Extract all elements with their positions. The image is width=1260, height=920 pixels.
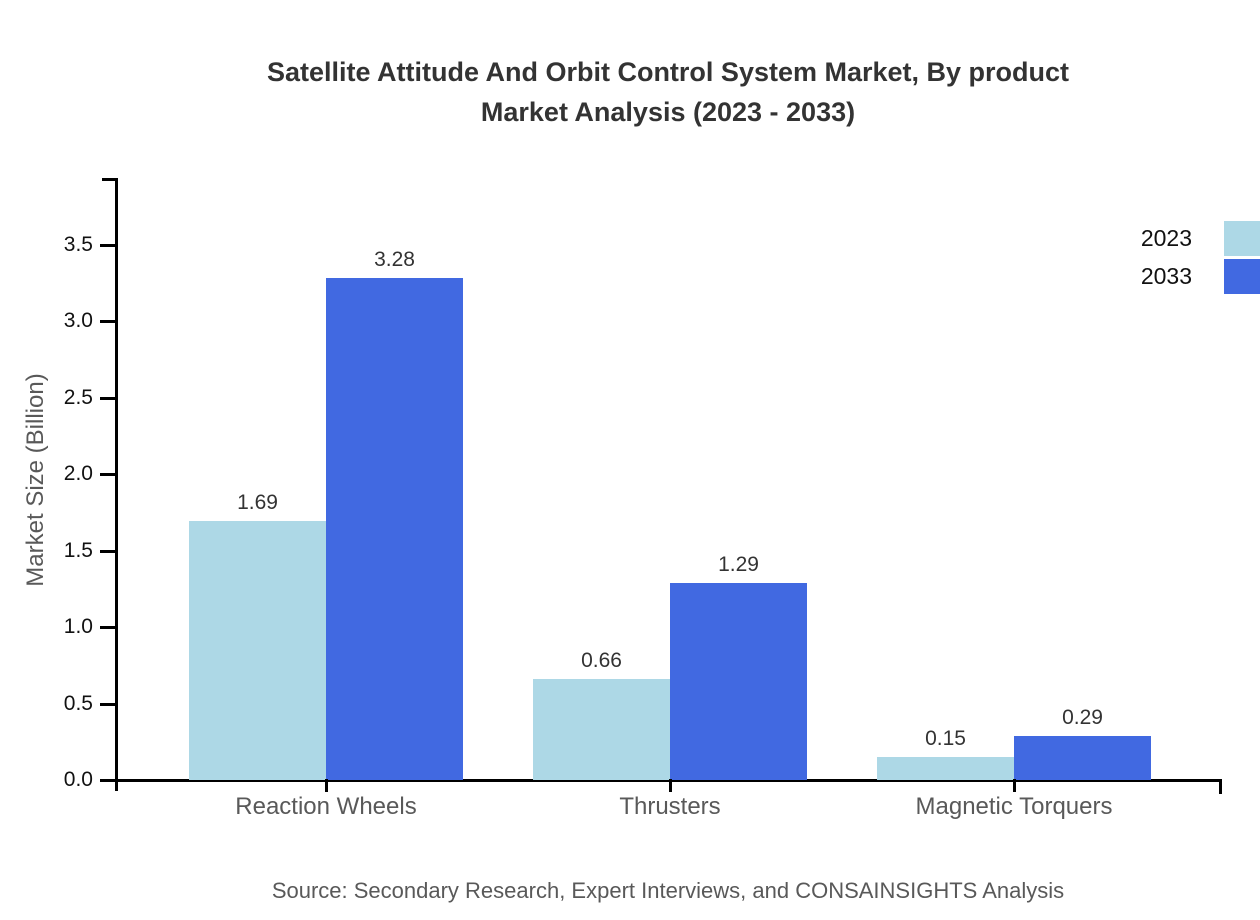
y-tick-mark <box>100 473 115 476</box>
y-tick-label: 3.0 <box>63 309 93 332</box>
y-tick-label: 0.0 <box>63 768 93 791</box>
x-axis-end-cap <box>1219 779 1222 794</box>
source-note: Source: Secondary Research, Expert Inter… <box>271 878 1065 903</box>
y-tick-mark <box>100 702 115 706</box>
y-tick-label: 1.0 <box>63 615 93 638</box>
legend-swatch-2023-icon <box>1224 221 1260 256</box>
bar-2033-reaction-wheels <box>326 278 463 780</box>
chart-title-line-1: Satellite Attitude And Orbit Control Sys… <box>266 57 1070 87</box>
y-tick-label: 3.5 <box>63 232 93 256</box>
y-axis-line <box>115 178 118 791</box>
bar-2033-thrusters <box>670 582 807 780</box>
x-tick-mark <box>669 779 672 792</box>
y-tick-mark <box>100 626 115 629</box>
y-tick-mark <box>100 549 115 553</box>
y-tick-label: 1.5 <box>63 538 93 562</box>
y-axis-top-cap <box>102 178 115 181</box>
y-tick-mark <box>100 779 115 782</box>
legend-swatch-2033-icon <box>1224 259 1260 294</box>
x-tick-mark <box>325 779 328 792</box>
chart-title-line-2: Market Analysis (2023 - 2033) <box>480 97 856 127</box>
x-category-label: Magnetic Torquers <box>915 793 1113 820</box>
y-tick-mark <box>100 396 115 400</box>
y-tick-mark <box>100 320 115 323</box>
legend-row-2033: 2033 <box>1040 259 1260 294</box>
bar-value-label: 1.69 <box>237 491 278 515</box>
legend-label-2033: 2033 <box>1140 263 1192 289</box>
bar-value-label: 3.28 <box>374 248 415 272</box>
y-tick-label: 0.5 <box>63 691 93 715</box>
legend-label-2023: 2023 <box>1140 225 1192 251</box>
bar-2023-thrusters <box>533 679 670 780</box>
bar-value-label: 0.29 <box>1062 705 1103 729</box>
x-category-label: Thrusters <box>619 793 721 820</box>
bar-value-label: 0.66 <box>581 649 622 673</box>
bar-2033-magnetic-torquers <box>1014 735 1151 780</box>
bar-2023-reaction-wheels <box>189 521 326 780</box>
bar-2023-magnetic-torquers <box>877 757 1014 780</box>
bar-value-label: 0.15 <box>925 727 966 751</box>
y-tick-label: 2.5 <box>63 385 93 409</box>
x-tick-mark <box>1013 779 1016 792</box>
bar-value-label: 1.29 <box>718 552 759 576</box>
y-tick-label: 2.0 <box>63 462 93 485</box>
x-category-label: Reaction Wheels <box>235 793 417 820</box>
legend-row-2023: 2023 <box>1040 221 1260 256</box>
y-tick-mark <box>100 243 115 247</box>
chart-title: Satellite Attitude And Orbit Control Sys… <box>118 52 1218 132</box>
x-axis-line <box>102 779 1222 782</box>
